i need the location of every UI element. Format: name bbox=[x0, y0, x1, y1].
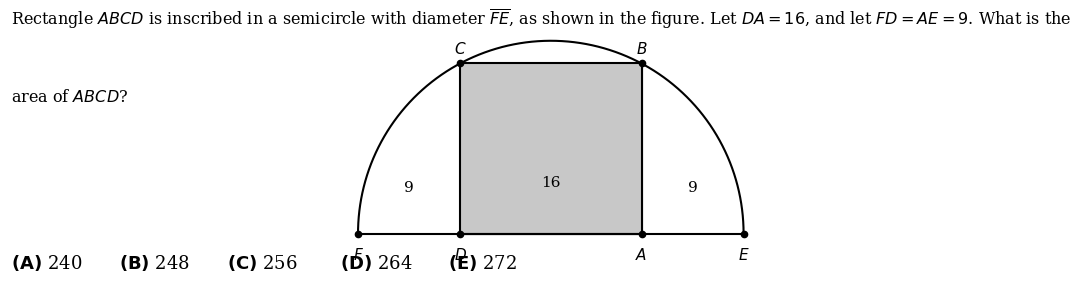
Text: area of $ABCD$?: area of $ABCD$? bbox=[11, 89, 129, 106]
Polygon shape bbox=[460, 64, 642, 233]
Text: $D$: $D$ bbox=[454, 247, 467, 263]
Text: 16: 16 bbox=[541, 176, 561, 189]
Text: Rectangle $ABCD$ is inscribed in a semicircle with diameter $\overline{FE}$, as : Rectangle $ABCD$ is inscribed in a semic… bbox=[11, 7, 1071, 31]
Text: 9: 9 bbox=[404, 181, 414, 195]
Text: $E$: $E$ bbox=[738, 247, 750, 263]
Text: $B$: $B$ bbox=[636, 41, 647, 57]
Text: 9: 9 bbox=[688, 181, 698, 195]
Text: $\mathbf{(A)}$ 240: $\mathbf{(A)}$ 240 bbox=[11, 253, 82, 273]
Text: $\mathbf{(C)}$ 256: $\mathbf{(C)}$ 256 bbox=[227, 253, 297, 273]
Text: $F$: $F$ bbox=[352, 247, 364, 263]
Text: $C$: $C$ bbox=[454, 41, 467, 57]
Text: $\mathbf{(D)}$ 264: $\mathbf{(D)}$ 264 bbox=[340, 253, 413, 273]
Text: $\mathbf{(B)}$ 248: $\mathbf{(B)}$ 248 bbox=[119, 253, 190, 273]
Text: $A$: $A$ bbox=[635, 247, 648, 263]
Text: $\mathbf{(E)}$ 272: $\mathbf{(E)}$ 272 bbox=[448, 253, 517, 273]
